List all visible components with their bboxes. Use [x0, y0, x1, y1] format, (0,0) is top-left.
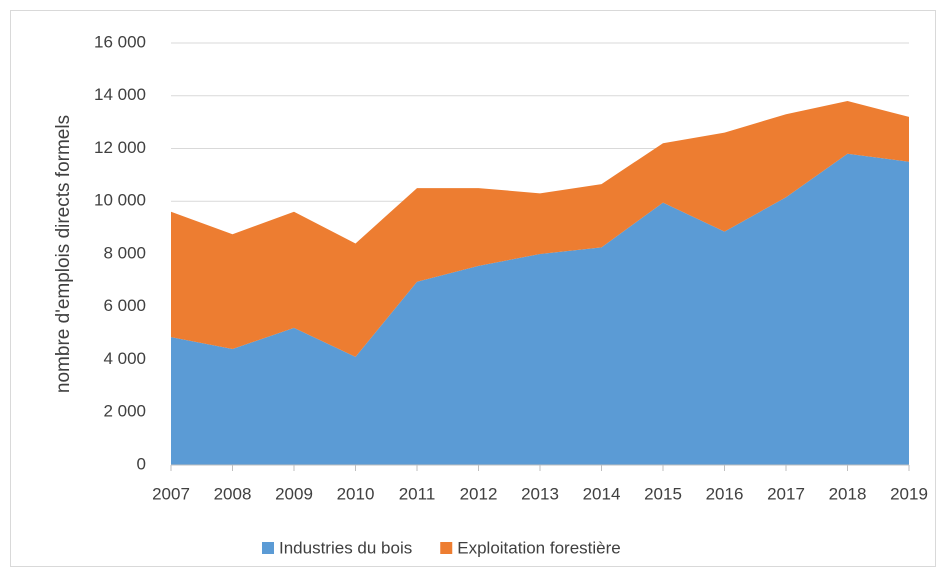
x-tick-label: 2015 [644, 484, 682, 503]
y-tick-label: 10 000 [94, 191, 146, 210]
x-tick-label: 2019 [890, 484, 928, 503]
x-tick-label: 2018 [829, 484, 867, 503]
y-tick-label: 14 000 [94, 85, 146, 104]
legend-label: Exploitation forestière [457, 538, 620, 557]
area [171, 153, 909, 465]
y-tick-label: 0 [137, 454, 146, 473]
x-tick-label: 2014 [583, 484, 621, 503]
y-tick-label: 12 000 [94, 138, 146, 157]
y-axis-label: nombre d'emplois directs formels [53, 115, 74, 393]
x-tick-label: 2008 [214, 484, 252, 503]
x-tick-label: 2016 [706, 484, 744, 503]
legend-swatch [262, 542, 274, 554]
y-tick-label: 6 000 [103, 296, 146, 315]
x-tick-label: 2013 [521, 484, 559, 503]
x-tick-label: 2009 [275, 484, 313, 503]
y-tick-label: 4 000 [103, 349, 146, 368]
area [171, 101, 909, 357]
y-tick-label: 2 000 [103, 402, 146, 421]
legend-swatch [440, 542, 453, 554]
x-tick-label: 2007 [152, 484, 190, 503]
x-tick-label: 2010 [337, 484, 375, 503]
x-tick-label: 2011 [399, 484, 436, 503]
legend-label: Industries du bois [279, 538, 412, 557]
y-tick-label: 8 000 [103, 243, 146, 262]
x-tick-label: 2017 [767, 484, 805, 503]
x-tick-label: 2012 [460, 484, 498, 503]
y-tick-label: 16 000 [94, 32, 146, 51]
